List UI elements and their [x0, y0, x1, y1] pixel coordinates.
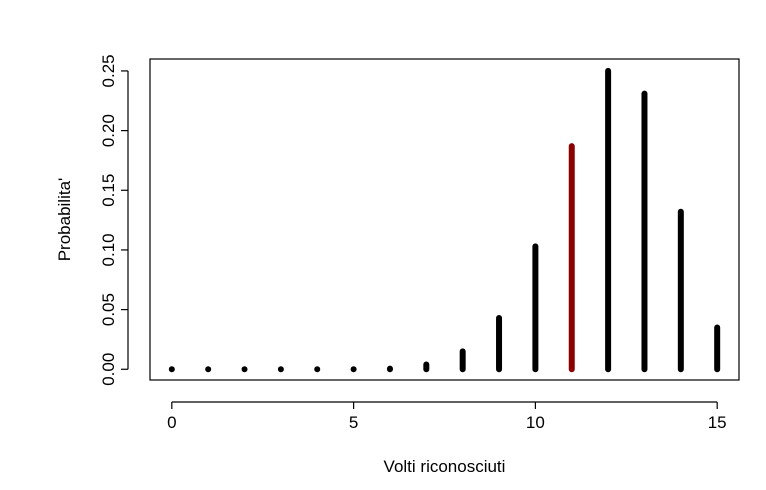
- x-tick-label: 5: [349, 413, 358, 432]
- bars-group: [168, 67, 721, 373]
- y-tick-label: 0.20: [99, 114, 118, 147]
- y-tick-label: 0.25: [99, 54, 118, 87]
- y-tick-label: 0.00: [99, 353, 118, 386]
- y-tick-label: 0.10: [99, 233, 118, 266]
- x-axis: 0 5 10 15: [167, 401, 727, 432]
- x-tick-label: 10: [526, 413, 545, 432]
- x-axis-title: Volti riconosciuti: [384, 457, 506, 476]
- x-tick-label: 15: [708, 413, 727, 432]
- y-tick-label: 0.05: [99, 293, 118, 326]
- y-tick-label: 0.15: [99, 174, 118, 207]
- x-tick-label: 0: [167, 413, 176, 432]
- y-axis-title: Probabilita': [55, 178, 74, 262]
- plot-frame: [149, 58, 740, 381]
- y-axis: 0.00 0.05 0.10 0.15 0.20 0.25: [99, 54, 129, 386]
